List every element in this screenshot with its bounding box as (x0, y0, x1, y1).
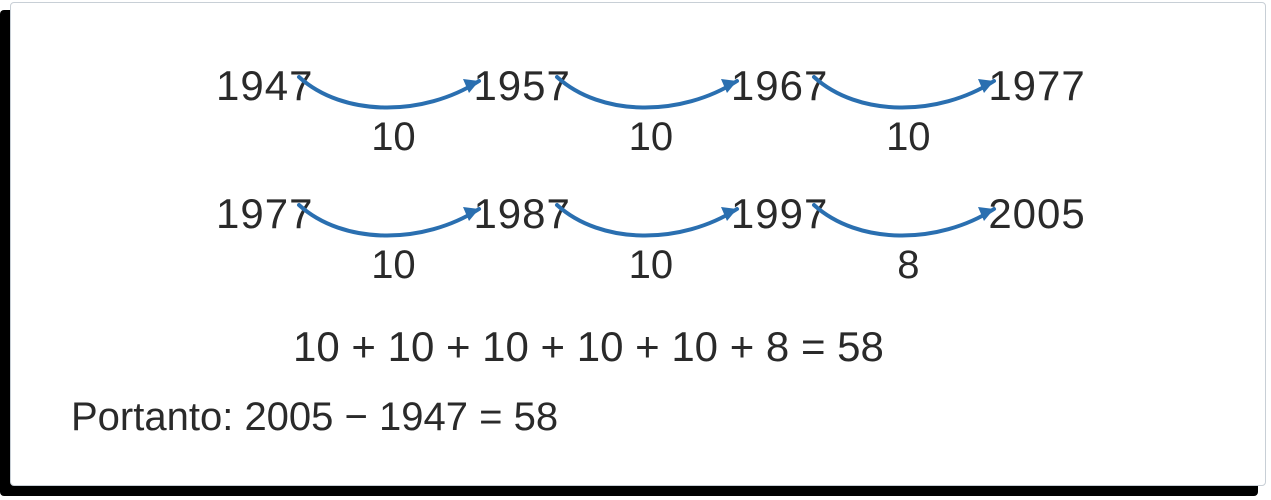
canvas: 1947101957101967101977 197710198710199782… (0, 0, 1271, 500)
conclusion-line: Portanto: 2005 − 1947 = 58 (71, 395, 558, 440)
sequence-row-1: 1947101957101967101977 (216, 65, 1086, 145)
arc-step: 8 (828, 193, 988, 273)
arc-step: 10 (571, 65, 731, 145)
sequence-row-2: 197710198710199782005 (216, 193, 1086, 273)
step-label: 10 (828, 115, 988, 160)
card: 1947101957101967101977 197710198710199782… (10, 2, 1266, 486)
arc-step: 10 (313, 65, 473, 145)
step-label: 10 (313, 115, 473, 160)
step-label: 10 (313, 243, 473, 288)
diagram-content: 1947101957101967101977 197710198710199782… (11, 3, 1265, 485)
step-label: 10 (571, 243, 731, 288)
step-label: 10 (571, 115, 731, 160)
arc-step: 10 (313, 193, 473, 273)
arc-step: 10 (571, 193, 731, 273)
sum-line: 10 + 10 + 10 + 10 + 10 + 8 = 58 (293, 323, 884, 371)
step-label: 8 (828, 243, 988, 288)
arc-step: 10 (828, 65, 988, 145)
